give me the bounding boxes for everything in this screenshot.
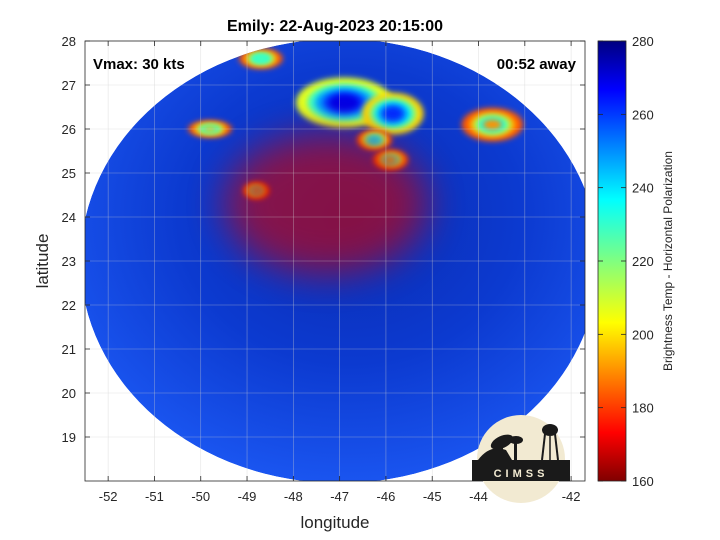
x-tick-label: -42 — [562, 489, 581, 504]
x-tick-label: -44 — [469, 489, 488, 504]
y-tick-label: 20 — [62, 386, 76, 401]
x-tick-label: -52 — [99, 489, 118, 504]
colorbar-tick-label: 280 — [632, 34, 654, 49]
y-tick-label: 22 — [62, 298, 76, 313]
colorbar-label: Brightness Temp - Horizontal Polarizatio… — [661, 151, 675, 371]
y-tick-label: 25 — [62, 166, 76, 181]
y-axis-label: latitude — [33, 234, 52, 289]
y-tick-label: 21 — [62, 342, 76, 357]
time-away-annotation: 00:52 away — [497, 56, 577, 73]
x-tick-label: -46 — [377, 489, 396, 504]
x-tick-label: -51 — [145, 489, 164, 504]
grid-overlay — [85, 40, 585, 481]
x-tick-label: -49 — [238, 489, 257, 504]
colorbar-ticks: 160 180 200 220 240 260 280 — [598, 34, 654, 489]
x-tick-label: -50 — [191, 489, 210, 504]
x-tick-label: -45 — [423, 489, 442, 504]
x-axis-label: longitude — [300, 513, 369, 532]
x-tick-label: -47 — [330, 489, 349, 504]
colorbar-tick-label: 260 — [632, 107, 654, 122]
cimss-logo-text: CIMSS — [494, 468, 549, 480]
colorbar-tick-label: 200 — [632, 327, 654, 342]
colorbar-tick-label: 180 — [632, 401, 654, 416]
tb-feature — [223, 133, 428, 275]
tb-feature — [238, 48, 283, 69]
cimss-logo: CIMSS — [472, 415, 570, 503]
y-tick-label: 24 — [62, 210, 76, 225]
axis-ticks: -52-51-50-49-48-47-46-45-44-43-421920212… — [62, 34, 585, 504]
y-tick-label: 19 — [62, 430, 76, 445]
y-tick-label: 23 — [62, 254, 76, 269]
colorbar-tick-label: 240 — [632, 181, 654, 196]
y-tick-label: 27 — [62, 78, 76, 93]
x-tick-label: -48 — [284, 489, 303, 504]
colorbar-tick-label: 160 — [632, 474, 654, 489]
tb-feature — [461, 107, 524, 142]
tb-feature — [362, 92, 424, 135]
colorbar-tick-label: 220 — [632, 254, 654, 269]
y-tick-label: 26 — [62, 122, 76, 137]
vmax-annotation: Vmax: 30 kts — [93, 56, 185, 73]
y-tick-label: 28 — [62, 34, 76, 49]
chart-title: Emily: 22-Aug-2023 20:15:00 — [227, 18, 443, 35]
